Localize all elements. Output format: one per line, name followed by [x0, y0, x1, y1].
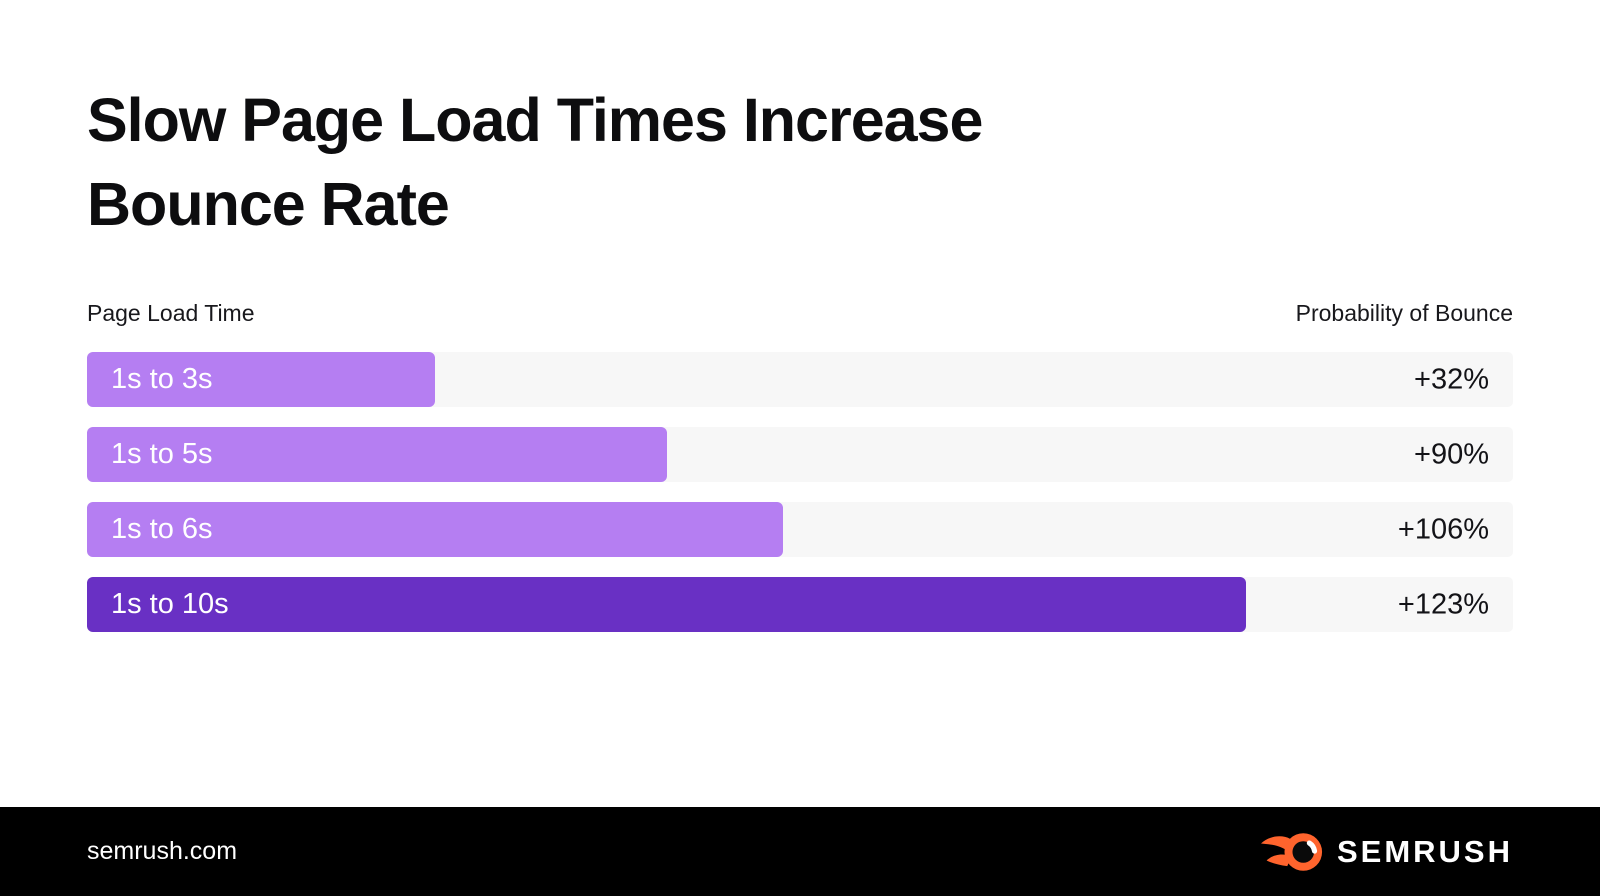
footer-bar: semrush.com SEMRUSH — [0, 807, 1600, 896]
bar-fill: 1s to 6s — [87, 502, 783, 557]
bar-fill: 1s to 5s — [87, 427, 668, 482]
bar-row: 1s to 10s +123% — [87, 577, 1513, 632]
page-title: Slow Page Load Times Increase Bounce Rate — [87, 78, 1513, 246]
semrush-wordmark: SEMRUSH — [1336, 833, 1513, 869]
footer-url: semrush.com — [87, 837, 238, 865]
title-line-2: Bounce Rate — [87, 170, 450, 238]
bar-category-label: 1s to 6s — [111, 513, 213, 545]
right-column-header: Probability of Bounce — [1295, 300, 1513, 326]
bar-row: 1s to 3s +32% — [87, 352, 1513, 407]
bar-category-label: 1s to 5s — [111, 438, 213, 470]
title-line-1: Slow Page Load Times Increase — [87, 86, 983, 154]
bar-chart: 1s to 3s +32% 1s to 5s +90% 1s to 6s +106% 1s … — [87, 352, 1513, 632]
bar-category-label: 1s to 10s — [111, 588, 229, 620]
semrush-flame-icon — [1260, 832, 1323, 871]
column-headers: Page Load Time Probability of Bounce — [87, 300, 1513, 327]
left-column-header: Page Load Time — [87, 300, 255, 326]
bar-row: 1s to 5s +90% — [87, 427, 1513, 482]
bar-row: 1s to 6s +106% — [87, 502, 1513, 557]
bar-category-label: 1s to 3s — [111, 363, 213, 395]
bar-fill: 1s to 10s — [87, 577, 1247, 632]
bar-value-label: +90% — [1414, 438, 1489, 470]
bar-fill: 1s to 3s — [87, 352, 435, 407]
semrush-logo: SEMRUSH — [1260, 831, 1513, 873]
infographic-body: Slow Page Load Times Increase Bounce Rate… — [0, 78, 1600, 632]
bar-value-label: +123% — [1397, 588, 1489, 620]
bar-value-label: +106% — [1397, 513, 1489, 545]
bar-value-label: +32% — [1414, 363, 1489, 395]
